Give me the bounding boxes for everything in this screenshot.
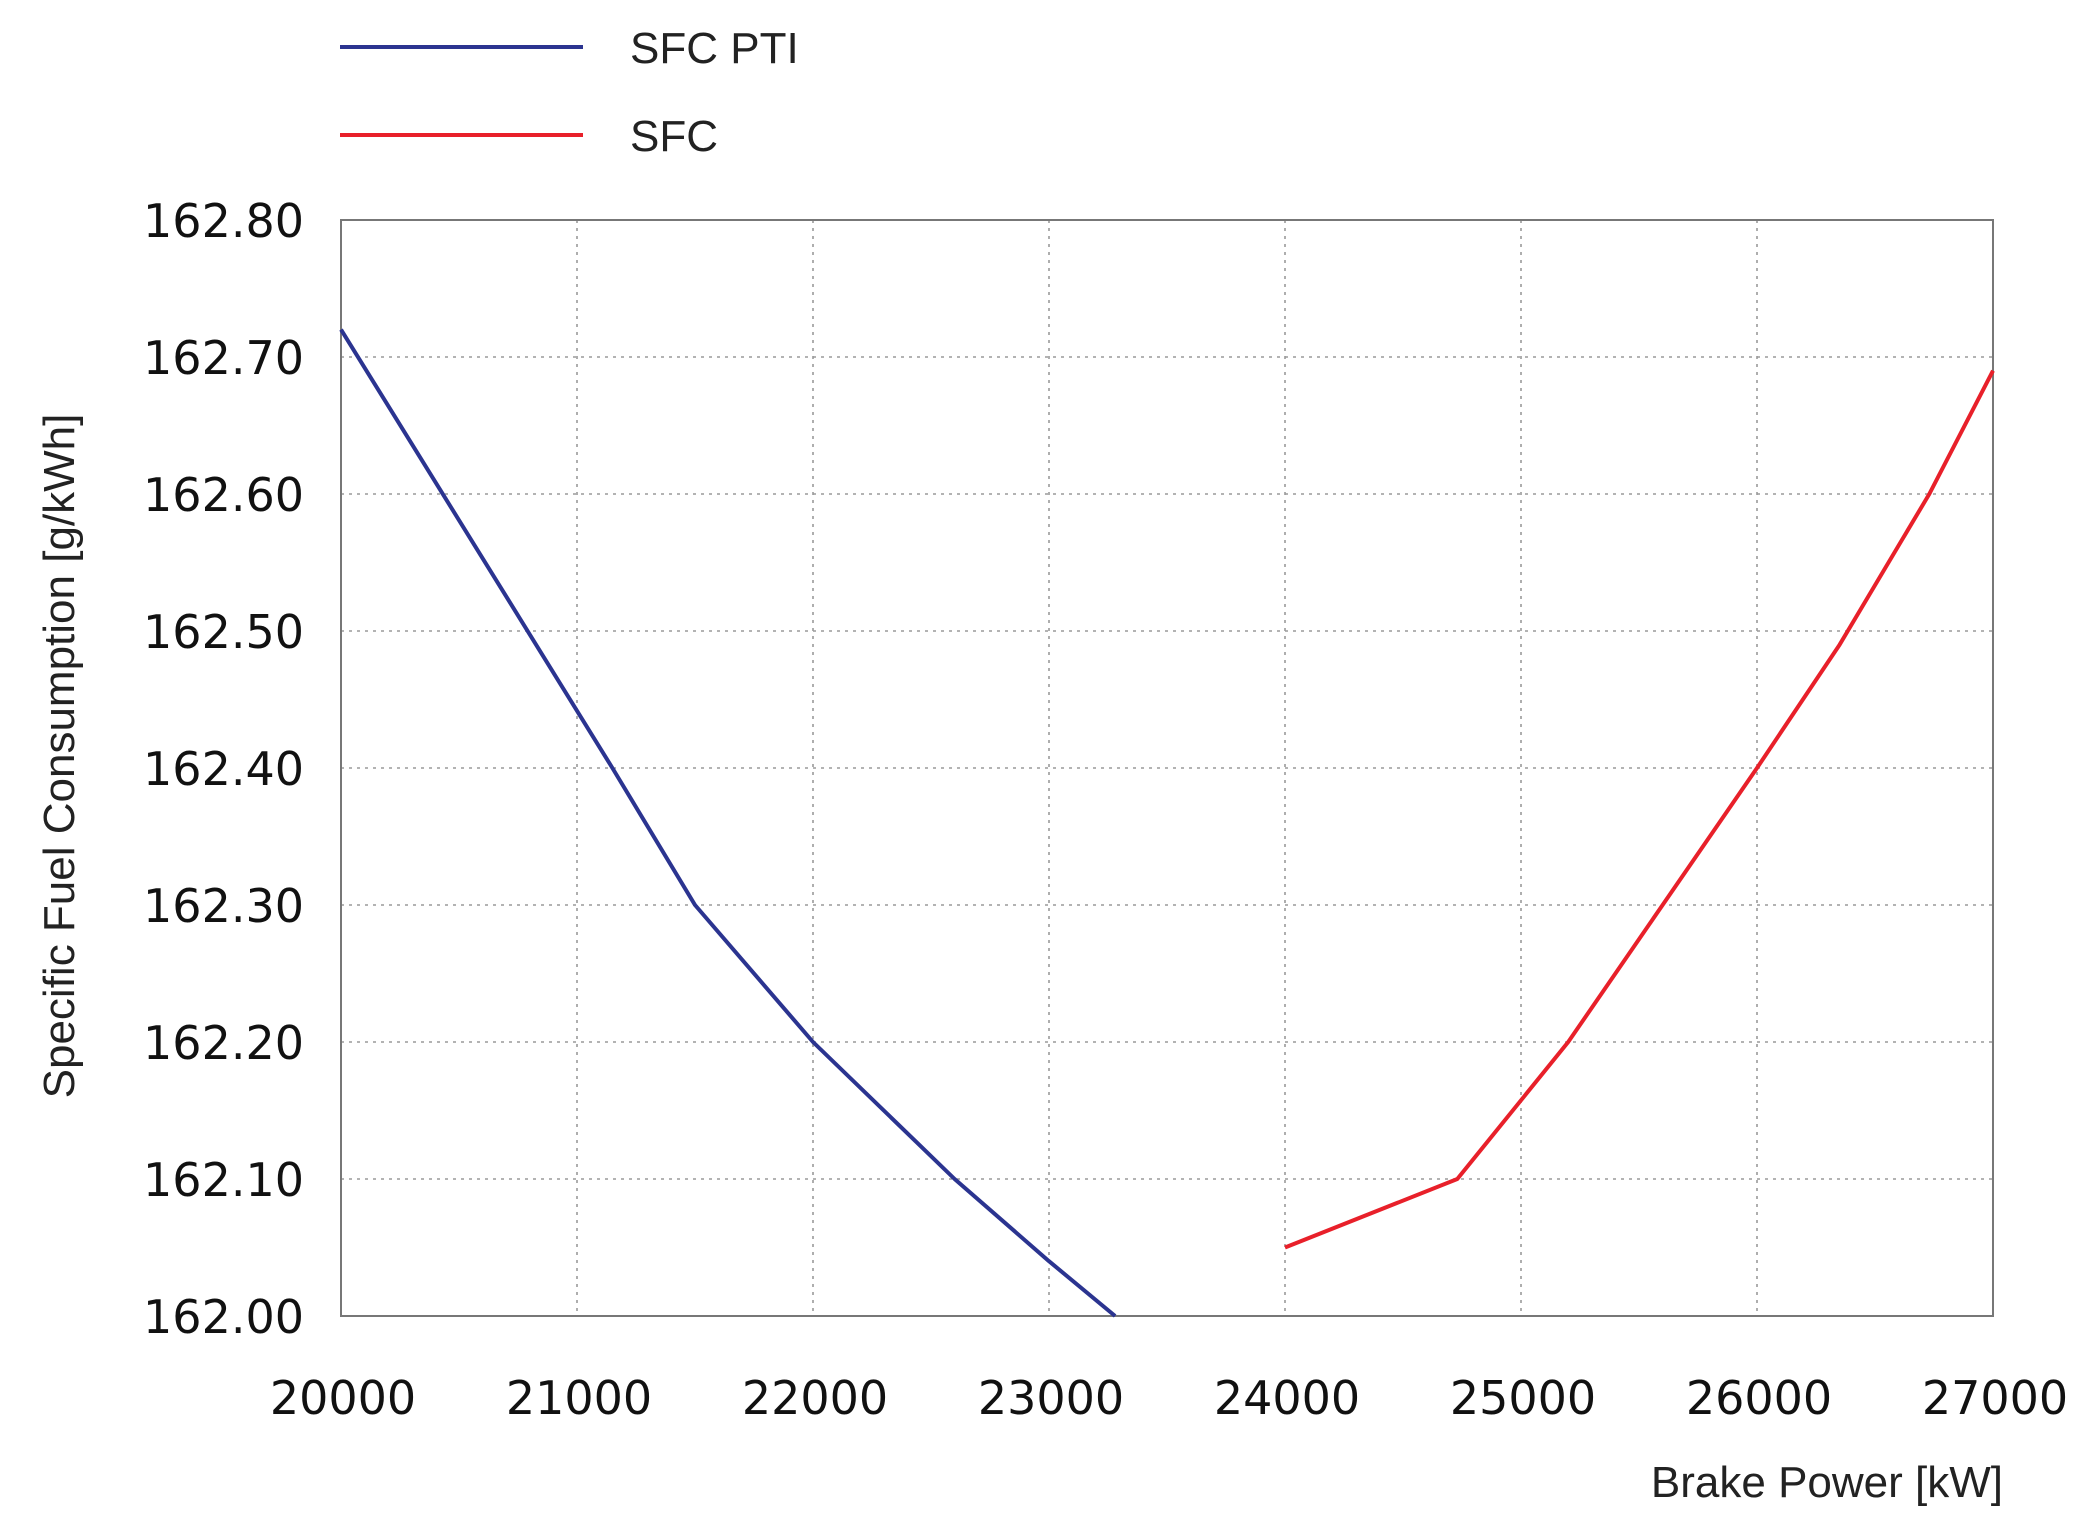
x-tick-label: 23000 (978, 1371, 1124, 1425)
x-tick-label: 21000 (506, 1371, 652, 1425)
y-tick-label: 162.00 (143, 1290, 304, 1344)
y-tick-label: 162.20 (143, 1016, 304, 1070)
x-tick-label: 26000 (1686, 1371, 1832, 1425)
y-tick-label: 162.60 (143, 468, 304, 522)
chart-legend: SFC PTI SFC (340, 24, 799, 161)
y-tick-label: 162.80 (143, 194, 304, 248)
x-tick-label: 25000 (1450, 1371, 1596, 1425)
series-layer (339, 328, 1995, 1318)
y-tick-label: 162.70 (143, 331, 304, 385)
plot-frame (340, 219, 1994, 1317)
x-axis-ticks: 20000 21000 22000 23000 24000 25000 26000 27000 (270, 1371, 2068, 1425)
y-axis-title: Specific Fuel Consumption [g/kWh] (35, 414, 84, 1099)
y-tick-label: 162.30 (143, 879, 304, 933)
y-axis-ticks: 162.00 162.10 162.20 162.30 162.40 162.50 162.… (143, 194, 304, 1344)
x-tick-label: 24000 (1214, 1371, 1360, 1425)
y-tick-label: 162.40 (143, 742, 304, 796)
series-line-sfc (1284, 369, 1995, 1250)
x-tick-label: 27000 (1922, 1371, 2068, 1425)
x-tick-label: 20000 (270, 1371, 416, 1425)
legend-label-sfc-pti: SFC PTI (630, 24, 799, 73)
y-tick-label: 162.10 (143, 1153, 304, 1207)
x-tick-label: 22000 (742, 1371, 888, 1425)
x-axis-title: Brake Power [kW] (1651, 1458, 2003, 1507)
y-tick-label: 162.50 (143, 605, 304, 659)
chart-grid (341, 220, 1993, 1316)
series-line-sfc-pti (339, 328, 1117, 1318)
legend-label-sfc: SFC (630, 112, 718, 161)
